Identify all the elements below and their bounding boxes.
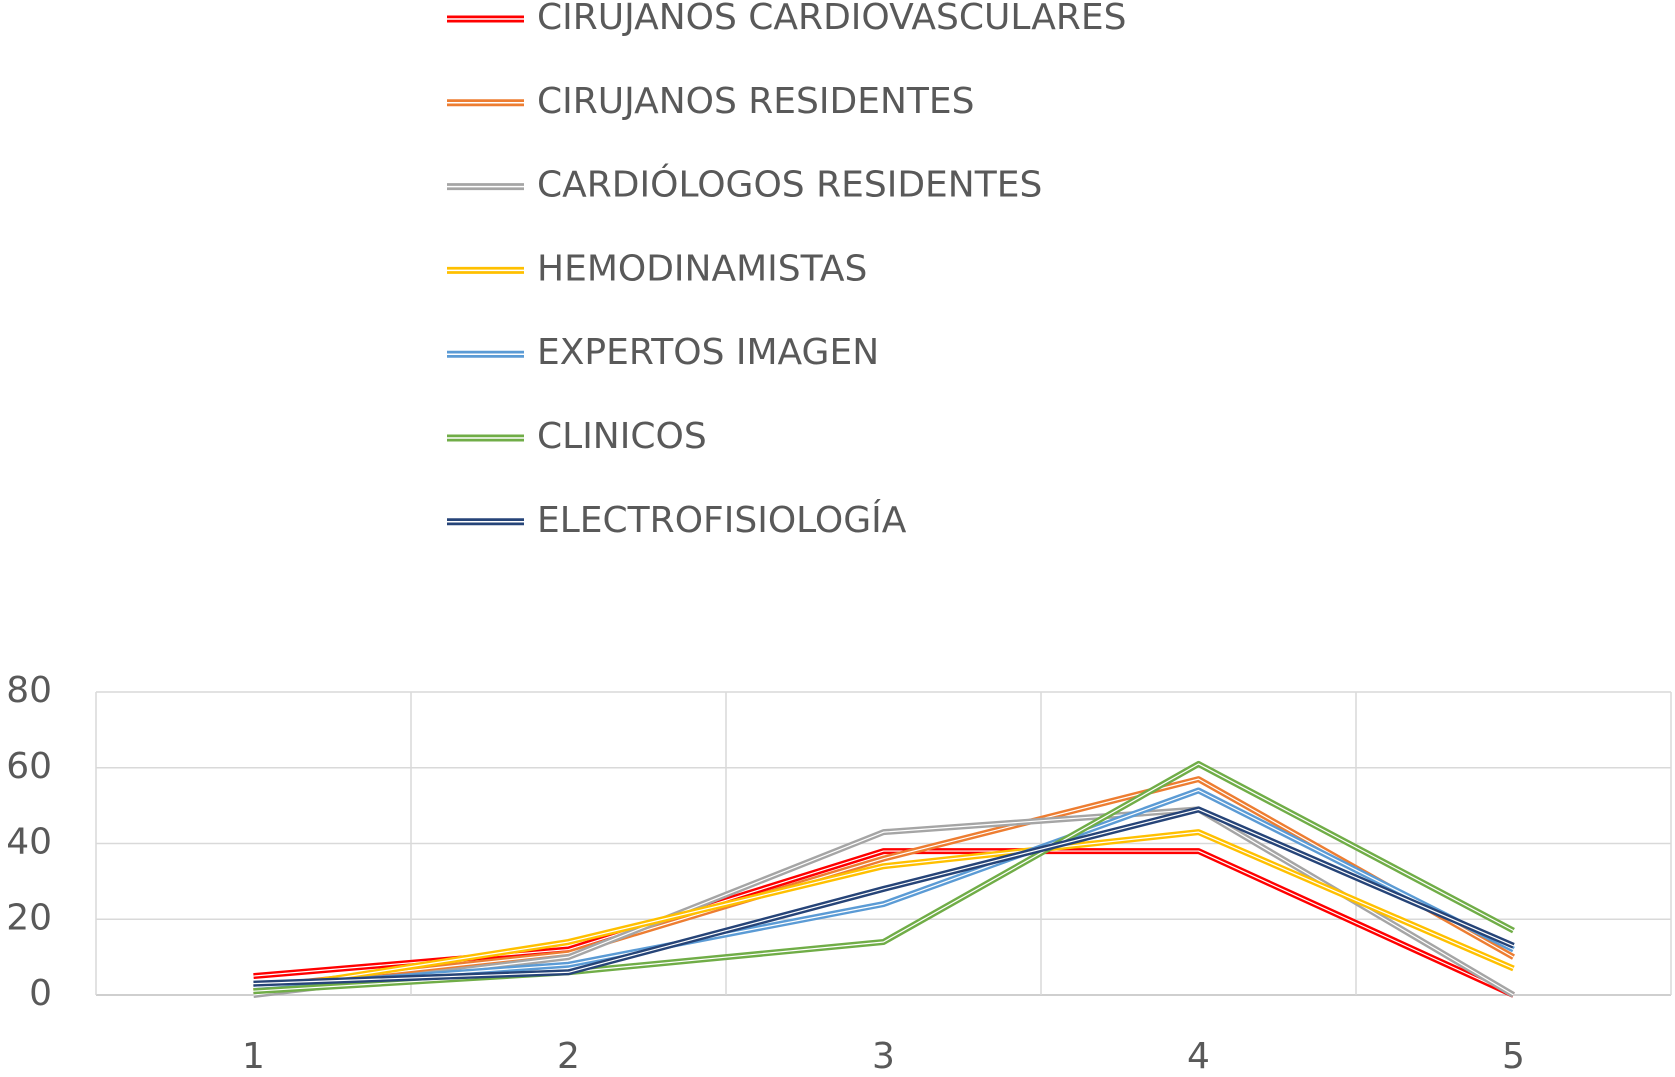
- legend-label: ELECTROFISIOLOGÍA: [537, 499, 907, 541]
- y-tick-label: 60: [6, 746, 52, 787]
- x-tick-label: 1: [242, 1036, 265, 1077]
- y-tick-label: 80: [6, 670, 52, 711]
- series-line-inner: [253, 763, 1514, 992]
- x-tick-label: 3: [872, 1036, 895, 1077]
- x-tick-label: 5: [1502, 1036, 1525, 1077]
- legend-label: HEMODINAMISTAS: [537, 248, 867, 289]
- series-line-inner: [253, 778, 1514, 989]
- legend-label: CLINICOS: [537, 416, 707, 457]
- legend-label: CIRUJANOS RESIDENTES: [537, 81, 975, 122]
- legend-label: CARDIÓLOGOS RESIDENTES: [537, 164, 1042, 206]
- y-tick-label: 0: [29, 973, 52, 1014]
- series-line: [253, 760, 1515, 995]
- series-line-inner: [253, 789, 1514, 989]
- legend-label: EXPERTOS IMAGEN: [537, 332, 879, 373]
- legend-label: CIRUJANOS CARDIOVASCULARES: [537, 0, 1127, 38]
- series-line-inner: [253, 831, 1514, 992]
- y-tick-label: 40: [6, 822, 52, 863]
- series-line-inner: [253, 808, 1514, 985]
- y-tick-label: 20: [6, 897, 52, 938]
- x-tick-label: 2: [557, 1036, 580, 1077]
- x-tick-label: 4: [1187, 1036, 1210, 1077]
